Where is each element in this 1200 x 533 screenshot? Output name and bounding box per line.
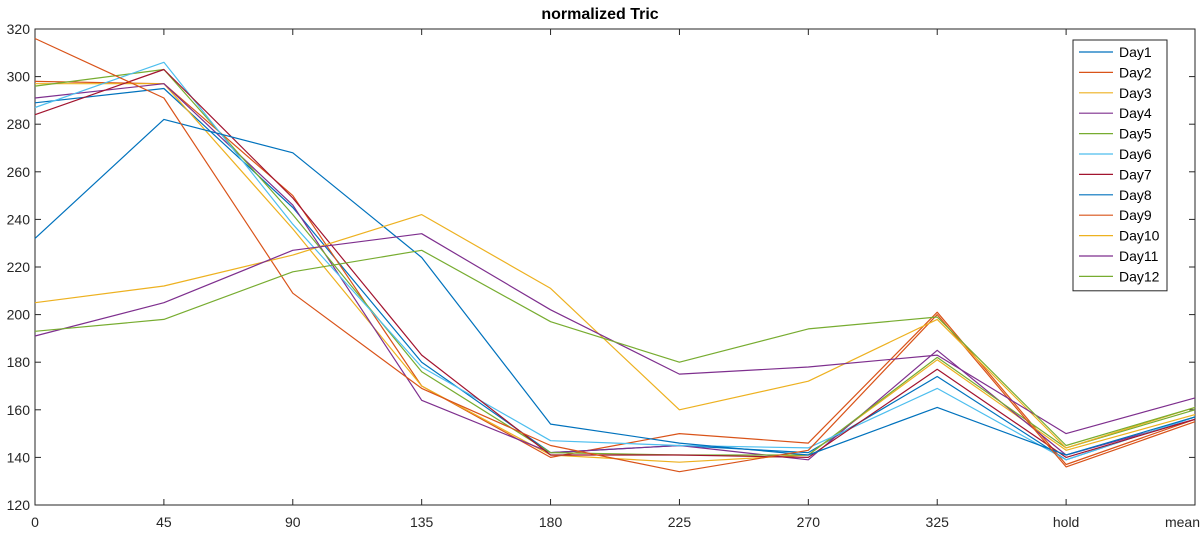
series-line-day9 bbox=[34, 37, 1196, 473]
x-tick-label: 135 bbox=[410, 514, 434, 530]
y-tick-label: 260 bbox=[7, 164, 31, 180]
x-axis: 0 45 90 135 180 225 270 325 hold mean bbox=[31, 29, 1200, 530]
series-line-day10 bbox=[34, 214, 1196, 449]
y-tick-label: 280 bbox=[7, 116, 31, 132]
plot-area bbox=[34, 28, 1196, 506]
legend-label-day1: Day1 bbox=[1119, 44, 1152, 60]
legend-label-day4: Day4 bbox=[1119, 105, 1152, 121]
x-tick-label: 0 bbox=[31, 514, 39, 530]
legend-label-day2: Day2 bbox=[1119, 64, 1152, 80]
series-line-day12 bbox=[34, 249, 1196, 447]
y-tick-label: 120 bbox=[7, 497, 31, 513]
x-tick-label: 270 bbox=[797, 514, 821, 530]
legend-label-day3: Day3 bbox=[1119, 85, 1152, 101]
series-line-day2 bbox=[34, 80, 1196, 466]
x-tick-label: 45 bbox=[156, 514, 172, 530]
legend-label-day8: Day8 bbox=[1119, 187, 1152, 203]
legend-label-day6: Day6 bbox=[1119, 146, 1152, 162]
legend-label-day11: Day11 bbox=[1119, 248, 1159, 264]
y-tick-label: 200 bbox=[7, 307, 31, 323]
legend-label-day12: Day12 bbox=[1119, 268, 1160, 284]
legend-label-day9: Day9 bbox=[1119, 207, 1152, 223]
x-tick-label: 225 bbox=[668, 514, 692, 530]
x-tick-label: 325 bbox=[926, 514, 950, 530]
legend-label-day10: Day10 bbox=[1119, 228, 1160, 244]
y-axis: 120 140 160 180 200 220 240 260 280 300 320 bbox=[7, 21, 1195, 513]
y-tick-label: 300 bbox=[7, 69, 31, 85]
x-tick-label: 90 bbox=[285, 514, 301, 530]
x-tick-label: hold bbox=[1053, 514, 1079, 530]
legend-box bbox=[1072, 39, 1168, 292]
y-tick-label: 160 bbox=[7, 402, 31, 418]
x-tick-label: mean bbox=[1165, 514, 1200, 530]
series-line-day8 bbox=[34, 118, 1196, 456]
series-line-day5 bbox=[34, 68, 1196, 456]
series-lines bbox=[34, 37, 1196, 473]
x-tick-label: 180 bbox=[539, 514, 563, 530]
series-line-day7 bbox=[34, 68, 1196, 458]
y-tick-label: 220 bbox=[7, 259, 31, 275]
y-tick-label: 180 bbox=[7, 354, 31, 370]
y-tick-label: 140 bbox=[7, 449, 31, 465]
y-tick-label: 240 bbox=[7, 211, 31, 227]
series-line-day6 bbox=[34, 61, 1196, 461]
y-tick-label: 320 bbox=[7, 21, 31, 37]
legend-label-day7: Day7 bbox=[1119, 166, 1152, 182]
legend: Day1 Day2 Day3 Day4 Day5 Day6 Day7 Day8 Day9 Day1… bbox=[1072, 39, 1168, 292]
legend-label-day5: Day5 bbox=[1119, 126, 1152, 142]
chart-title: normalized Tric bbox=[541, 6, 658, 23]
